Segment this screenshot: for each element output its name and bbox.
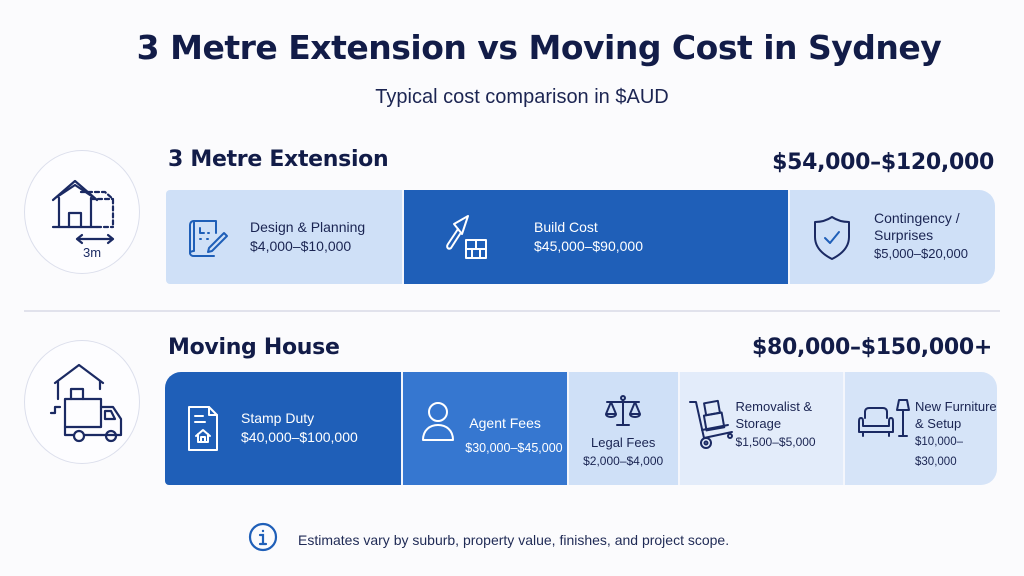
segment-agent-fees: Agent Fees $30,000–$45,000 bbox=[403, 372, 569, 485]
segment-removalist-storage: Removalist & Storage $1,500–$5,000 bbox=[679, 372, 846, 485]
page-title: 3 Metre Extension vs Moving Cost in Sydn… bbox=[136, 28, 942, 67]
person-icon bbox=[421, 400, 455, 442]
segment-label: Legal Fees bbox=[591, 435, 656, 450]
segment-label: Build Cost bbox=[534, 218, 598, 235]
footnote-text: Estimates vary by suburb, property value… bbox=[298, 531, 730, 548]
segment-value: $30,000–$45,000 bbox=[465, 440, 563, 455]
blueprint-pencil-icon bbox=[166, 215, 250, 259]
segment-label: Contingency / Surprises bbox=[874, 210, 960, 243]
extension-width-label: 3m bbox=[82, 245, 102, 260]
moving-title: Moving House bbox=[168, 335, 340, 360]
segment-value: $2,000–$4,000 bbox=[583, 454, 664, 468]
segment-value: $10,000–$30,000 bbox=[915, 436, 963, 468]
segment-label: New Furniture & Setup bbox=[915, 399, 997, 431]
segment-label: Agent Fees bbox=[469, 415, 541, 431]
segment-value: $5,000–$20,000 bbox=[874, 246, 968, 261]
armchair-lamp-icon bbox=[845, 398, 915, 442]
hand-truck-boxes-icon bbox=[680, 398, 736, 450]
segment-build-cost: Build Cost $45,000–$90,000 bbox=[404, 190, 790, 284]
segment-value: $1,500–$5,000 bbox=[735, 435, 816, 449]
moving-total: $80,000–$150,000+ bbox=[751, 335, 992, 360]
segment-value: $4,000–$10,000 bbox=[250, 237, 352, 254]
footnote: Estimates vary by suburb, property value… bbox=[248, 522, 729, 557]
segment-value: $40,000–$100,000 bbox=[241, 429, 358, 445]
segment-new-furniture: New Furniture & Setup $10,000–$30,000 bbox=[845, 372, 997, 485]
info-icon bbox=[248, 522, 278, 557]
page-subtitle: Typical cost comparison in $AUD bbox=[375, 86, 669, 108]
moving-cost-bar: Stamp Duty $40,000–$100,000 Agent Fees $… bbox=[165, 372, 997, 485]
house-extension-icon: 3m bbox=[24, 150, 140, 274]
segment-contingency: Contingency / Surprises $5,000–$20,000 bbox=[790, 190, 995, 284]
segment-design-planning: Design & Planning $4,000–$10,000 bbox=[166, 190, 404, 284]
extension-cost-bar: Design & Planning $4,000–$10,000 Build C… bbox=[166, 190, 995, 284]
document-house-icon bbox=[165, 404, 241, 454]
segment-value: $45,000–$90,000 bbox=[534, 237, 643, 254]
segment-label: Removalist & Storage bbox=[735, 399, 813, 431]
segment-label: Stamp Duty bbox=[241, 410, 315, 426]
segment-legal-fees: Legal Fees $2,000–$4,000 bbox=[568, 372, 680, 485]
house-truck-icon bbox=[24, 340, 140, 464]
shield-check-icon bbox=[790, 213, 874, 261]
trowel-bricks-icon bbox=[404, 212, 534, 262]
segment-stamp-duty: Stamp Duty $40,000–$100,000 bbox=[165, 372, 404, 485]
extension-title: 3 Metre Extension bbox=[168, 147, 389, 172]
extension-total: $54,000–$120,000 bbox=[772, 150, 994, 175]
segment-label: Design & Planning bbox=[250, 218, 366, 235]
scales-icon bbox=[603, 394, 643, 428]
section-divider bbox=[24, 310, 1000, 312]
